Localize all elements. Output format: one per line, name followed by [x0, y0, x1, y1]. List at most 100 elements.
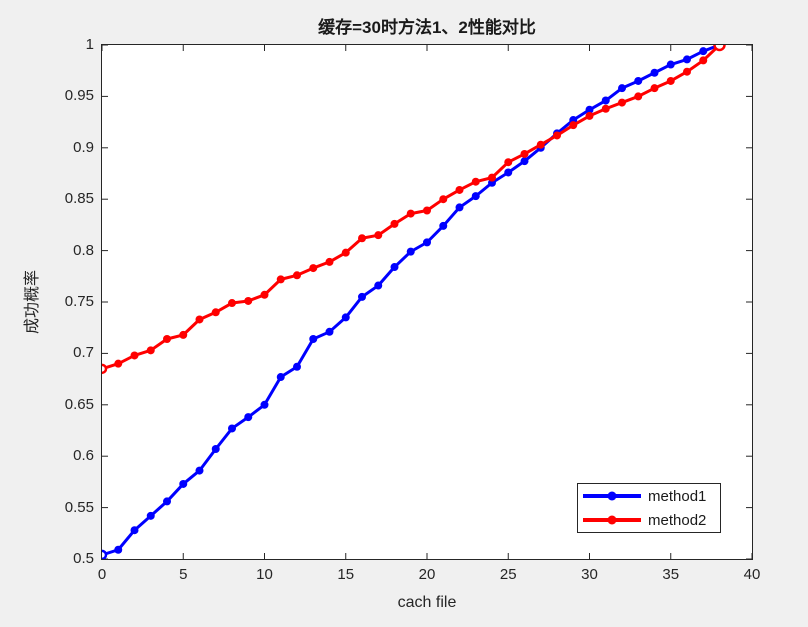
data-point-method1 — [666, 60, 675, 69]
y-tick-label: 0.65 — [64, 395, 94, 413]
data-point-method1 — [585, 105, 594, 114]
legend: method1 method2 — [577, 483, 721, 533]
data-point-method2 — [374, 231, 383, 240]
data-point-method1 — [309, 335, 318, 344]
data-point-method1 — [406, 247, 415, 256]
y-tick-label: 0.6 — [73, 447, 94, 465]
data-point-method2 — [244, 296, 253, 305]
data-point-method2 — [211, 308, 220, 317]
data-point-method1 — [130, 526, 139, 535]
data-point-method1 — [293, 362, 301, 371]
data-point-method2 — [179, 330, 188, 339]
data-point-method1 — [146, 511, 155, 520]
data-point-method2 — [439, 195, 448, 204]
data-point-method2 — [585, 111, 594, 120]
data-point-method1 — [102, 549, 108, 559]
data-point-method2 — [309, 264, 318, 273]
data-point-method2 — [536, 140, 545, 149]
legend-label: method1 — [648, 487, 707, 505]
data-point-method1 — [439, 221, 448, 230]
data-point-method1 — [471, 192, 480, 201]
data-point-method1 — [601, 96, 610, 105]
data-point-method1 — [683, 55, 691, 64]
y-tick-label: 0.75 — [64, 293, 94, 310]
data-point-method1 — [455, 203, 464, 212]
plot-area — [101, 44, 753, 560]
x-tick-label: 10 — [256, 566, 273, 583]
data-point-method2 — [423, 206, 431, 215]
data-point-method2 — [276, 275, 285, 284]
y-tick-label: 0.9 — [73, 138, 94, 156]
chart-title: 缓存=30时方法1、2性能对比 — [318, 18, 536, 37]
plot-canvas — [102, 45, 752, 559]
data-point-method2 — [601, 104, 610, 113]
x-tick-label: 40 — [743, 566, 761, 583]
series-line-method1 — [102, 45, 721, 557]
data-point-method2 — [163, 335, 171, 344]
data-point-method2 — [520, 149, 529, 158]
y-tick-label: 0.8 — [73, 241, 94, 259]
y-tick-label: 0.55 — [64, 498, 94, 516]
data-point-method2 — [102, 363, 108, 375]
data-point-method1 — [634, 76, 643, 85]
data-point-method2 — [455, 185, 464, 194]
legend-line-sample-method1 — [583, 491, 641, 501]
data-point-method2 — [569, 121, 578, 130]
data-point-method1 — [520, 157, 529, 166]
x-tick-label: 5 — [179, 566, 188, 583]
data-point-method2 — [293, 271, 301, 280]
data-point-method2 — [195, 315, 204, 324]
data-point-method2 — [146, 346, 155, 355]
data-point-method1 — [114, 545, 123, 554]
data-point-method2 — [341, 248, 350, 257]
data-point-method1 — [179, 479, 188, 488]
y-tick-label: 1 — [85, 36, 94, 53]
data-point-method1 — [358, 292, 366, 301]
data-point-method1 — [390, 263, 399, 272]
data-point-method2 — [504, 158, 513, 167]
legend-item-method2: method2 — [578, 508, 720, 532]
data-point-method2 — [471, 177, 480, 186]
data-point-method1 — [504, 168, 513, 177]
y-tick-label: 0.85 — [64, 190, 94, 208]
data-point-method2 — [634, 92, 643, 101]
series-line-method2 — [102, 45, 721, 371]
data-point-method2 — [650, 84, 659, 93]
legend-marker-icon — [607, 491, 617, 501]
data-point-method1 — [163, 497, 171, 506]
legend-item-method1: method1 — [578, 484, 720, 508]
data-point-method1 — [699, 47, 708, 56]
data-point-method1 — [650, 68, 659, 77]
y-tick-label: 0.95 — [64, 87, 94, 105]
y-ticks — [102, 45, 752, 559]
x-tick-label: 20 — [418, 566, 436, 583]
data-point-method1 — [211, 445, 220, 454]
legend-marker-icon — [607, 515, 617, 525]
data-point-method2 — [390, 219, 399, 228]
series-method1 — [102, 45, 724, 559]
x-tick-label: 35 — [662, 566, 680, 583]
data-point-method2 — [553, 131, 561, 140]
data-point-method1 — [325, 327, 334, 336]
data-point-method1 — [260, 400, 269, 409]
data-point-method2 — [325, 257, 334, 266]
data-point-method2 — [228, 299, 236, 308]
y-tick-label: 0.5 — [73, 550, 94, 567]
x-tick-label: 30 — [581, 566, 598, 583]
data-point-method1 — [276, 373, 285, 382]
data-point-method2 — [713, 45, 726, 52]
data-point-method2 — [260, 290, 269, 299]
x-tick-label: 15 — [337, 566, 355, 583]
x-ticks — [102, 45, 752, 559]
x-axis-label: cach file — [397, 594, 457, 611]
data-point-method1 — [341, 313, 350, 322]
data-point-method2 — [666, 76, 675, 85]
data-point-method2 — [699, 56, 708, 65]
data-point-method2 — [406, 209, 415, 218]
y-tick-label: 0.7 — [73, 344, 94, 362]
data-point-method2 — [358, 234, 366, 243]
x-tick-label: 0 — [97, 566, 107, 583]
data-point-method1 — [244, 413, 253, 422]
series-method2 — [102, 45, 726, 375]
